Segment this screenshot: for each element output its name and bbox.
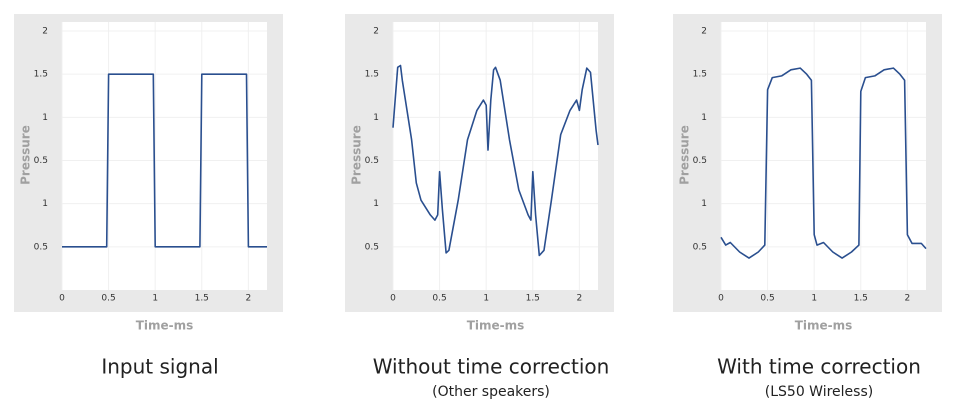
caption: Without time correction [373,355,610,379]
y-tick-label: 1.5 [34,70,48,80]
caption: With time correction [717,355,921,379]
y-tick-label: 1 [701,199,707,209]
x-tick-label: 2 [576,294,582,304]
x-tick-label: 1.5 [526,294,540,304]
x-tick-label: 1 [811,294,817,304]
y-tick-label: 0.5 [693,156,707,166]
y-tick-label: 2 [42,27,48,37]
x-tick-label: 1 [483,294,489,304]
line [392,64,599,257]
x-tick-label: 2 [904,294,910,304]
y-tick-label: 0.5 [365,242,379,252]
x-tick-label: 0.5 [101,294,115,304]
y-axis-label: Pressure [678,125,692,185]
y-axis-label: Pressure [350,125,364,185]
line [62,73,267,248]
plot-area [393,22,598,290]
x-tick-label: 0 [390,294,396,304]
sub-caption: (LS50 Wireless) [765,384,873,400]
y-tick-label: 1.5 [693,70,707,80]
line [720,67,927,259]
plot-area [62,22,267,290]
x-tick-label: 1 [152,294,158,304]
y-tick-label: 1 [701,113,707,123]
y-tick-label: 1 [373,113,379,123]
x-tick-label: 2 [245,294,251,304]
y-tick-label: 2 [701,27,707,37]
y-tick-label: 0.5 [365,156,379,166]
y-tick-label: 1 [373,199,379,209]
x-tick-label: 0.5 [760,294,774,304]
x-tick-label: 1.5 [854,294,868,304]
x-tick-label: 0 [718,294,724,304]
x-tick-label: 0 [59,294,65,304]
y-tick-label: 0.5 [34,156,48,166]
x-axis-label: Time-ms [136,319,194,333]
y-tick-label: 1 [42,199,48,209]
y-tick-label: 2 [373,27,379,37]
y-tick-label: 0.5 [34,242,48,252]
y-tick-label: 1.5 [365,70,379,80]
y-tick-label: 0.5 [693,242,707,252]
plot-area [721,22,926,290]
sub-caption: (Other speakers) [432,384,550,400]
x-axis-label: Time-ms [795,319,853,333]
y-axis-label: Pressure [19,125,33,185]
x-axis-label: Time-ms [467,319,525,333]
caption: Input signal [101,355,218,379]
x-tick-label: 0.5 [432,294,446,304]
y-tick-label: 1 [42,113,48,123]
x-tick-label: 1.5 [195,294,209,304]
